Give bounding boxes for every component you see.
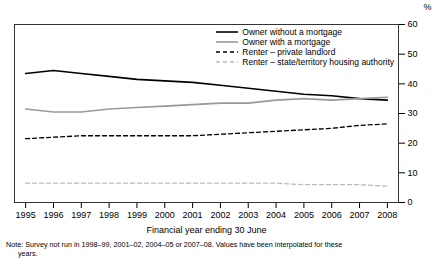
svg-text:2006: 2006	[322, 210, 342, 220]
svg-text:2000: 2000	[155, 210, 175, 220]
html-text:Renter – state/territory housi: Renter – state/territory housing authori…	[242, 57, 394, 67]
svg-text:2008: 2008	[377, 210, 397, 220]
svg-text:0: 0	[408, 197, 413, 207]
html-text:Renter – private landlord: Renter – private landlord	[242, 47, 336, 57]
svg-text:2005: 2005	[294, 210, 314, 220]
svg-text:10: 10	[408, 168, 418, 178]
svg-text:%: %	[423, 2, 431, 12]
html-text:Owner without a mortgage: Owner without a mortgage	[242, 27, 342, 37]
svg-text:40: 40	[408, 79, 418, 89]
html-text:Owner with a mortgage: Owner with a mortgage	[242, 37, 331, 47]
svg-text:2007: 2007	[350, 210, 370, 220]
svg-text:1995: 1995	[16, 210, 36, 220]
svg-text:1996: 1996	[43, 210, 63, 220]
svg-text:Financial year ending 30 June: Financial year ending 30 June	[146, 225, 266, 235]
svg-text:2001: 2001	[183, 210, 203, 220]
svg-text:20: 20	[408, 138, 418, 148]
svg-text:50: 50	[408, 49, 418, 59]
svg-text:1998: 1998	[99, 210, 119, 220]
svg-text:2003: 2003	[238, 210, 258, 220]
svg-text:1997: 1997	[71, 210, 91, 220]
html-text:Note: Survey not run in 1998–9: Note: Survey not run in 1998–99, 2001–02…	[6, 240, 343, 258]
svg-text:2002: 2002	[210, 210, 230, 220]
svg-text:1999: 1999	[127, 210, 147, 220]
svg-text:2004: 2004	[266, 210, 286, 220]
svg-text:60: 60	[408, 19, 418, 29]
svg-text:30: 30	[408, 108, 418, 118]
